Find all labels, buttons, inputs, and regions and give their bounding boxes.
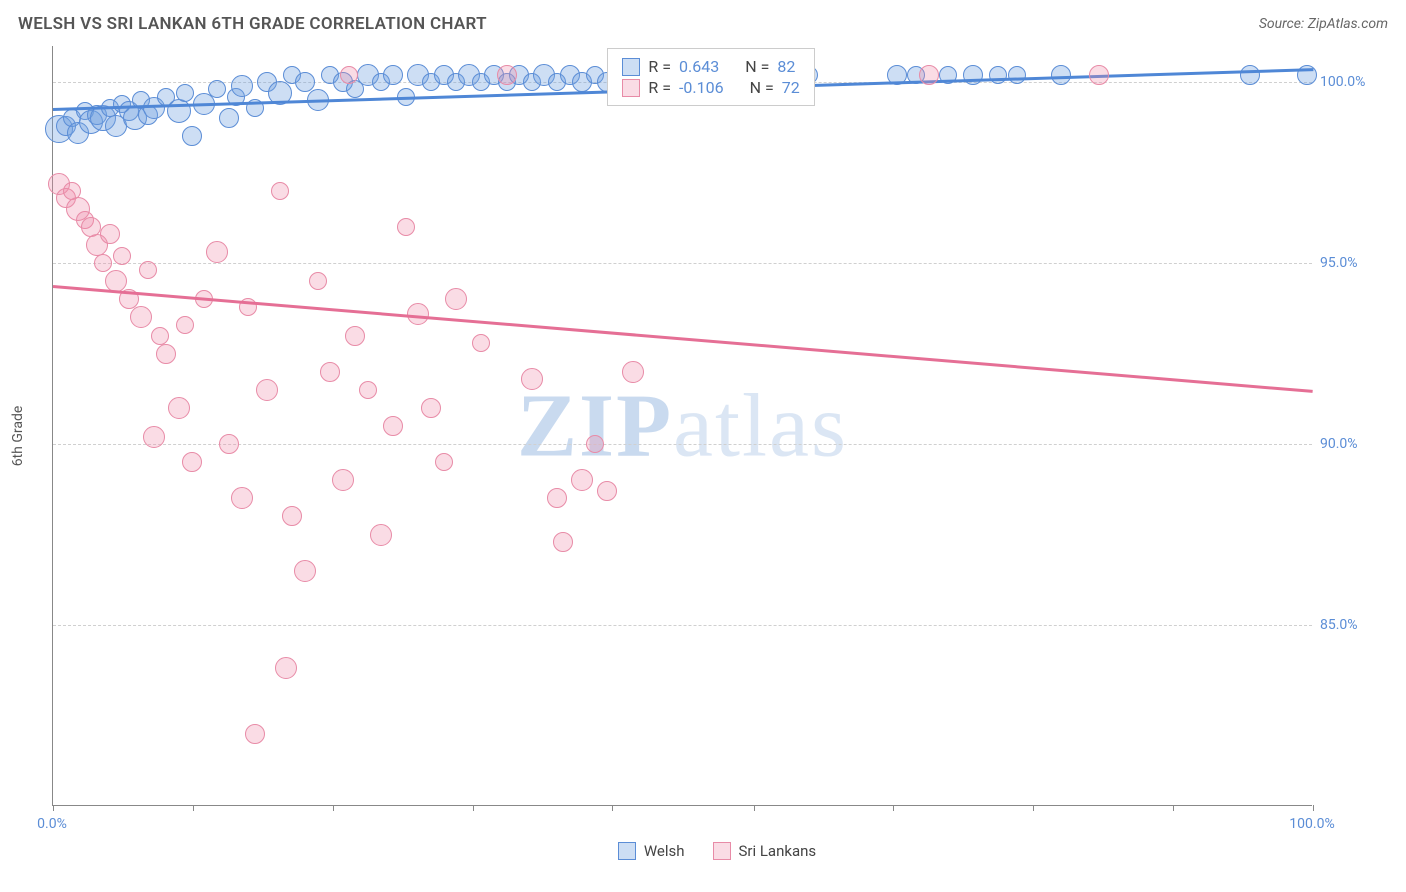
data-point xyxy=(320,362,340,382)
data-point xyxy=(100,224,120,244)
x-tick xyxy=(754,805,755,811)
data-point xyxy=(275,657,297,679)
data-point xyxy=(295,72,315,92)
data-point xyxy=(1089,65,1109,85)
x-tick xyxy=(612,805,613,811)
n-value: 82 xyxy=(777,57,795,76)
legend-item: Sri Lankans xyxy=(713,842,817,860)
data-point xyxy=(156,344,176,364)
r-value: 0.643 xyxy=(679,57,719,76)
data-point xyxy=(182,452,202,472)
data-point xyxy=(597,481,617,501)
data-point xyxy=(139,261,157,279)
data-point xyxy=(309,272,327,290)
x-tick xyxy=(1033,805,1034,811)
x-tick-label: 100.0% xyxy=(1289,816,1334,832)
source-label: Source: ZipAtlas.com xyxy=(1259,16,1388,32)
legend-item: Welsh xyxy=(618,842,685,860)
data-point xyxy=(332,469,354,491)
data-point xyxy=(383,65,403,85)
data-point xyxy=(94,254,112,272)
y-tick-label: 85.0% xyxy=(1320,617,1358,633)
gridline xyxy=(53,263,1312,264)
legend-swatch xyxy=(622,79,640,97)
data-point xyxy=(571,469,593,491)
data-point xyxy=(208,80,226,98)
x-tick xyxy=(1313,805,1314,811)
r-label: R = xyxy=(648,57,671,76)
legend-label: Welsh xyxy=(644,842,685,860)
legend-swatch xyxy=(618,842,636,860)
data-point xyxy=(219,108,239,128)
data-point xyxy=(219,434,239,454)
legend-swatch xyxy=(622,58,640,76)
x-tick xyxy=(193,805,194,811)
data-point xyxy=(1240,65,1260,85)
data-point xyxy=(340,66,358,84)
data-point xyxy=(547,488,567,508)
data-point xyxy=(176,84,194,102)
data-point xyxy=(397,218,415,236)
stats-row: R = -0.106 N = 72 xyxy=(622,78,799,97)
chart-title: WELSH VS SRI LANKAN 6TH GRADE CORRELATIO… xyxy=(18,14,487,34)
gridline xyxy=(53,444,1312,445)
x-tick xyxy=(1173,805,1174,811)
data-point xyxy=(435,453,453,471)
stats-legend: R =0.643N =82R =-0.106N =72 xyxy=(607,48,814,106)
data-point xyxy=(345,326,365,346)
x-tick xyxy=(53,805,54,811)
data-point xyxy=(294,560,316,582)
n-value: 72 xyxy=(782,78,800,97)
r-label: R = xyxy=(648,78,671,97)
data-point xyxy=(271,182,289,200)
data-point xyxy=(206,241,228,263)
data-point xyxy=(359,381,377,399)
data-point xyxy=(1008,66,1026,84)
data-point xyxy=(622,361,644,383)
n-label: N = xyxy=(750,78,774,97)
legend-label: Sri Lankans xyxy=(739,842,817,860)
data-point xyxy=(168,397,190,419)
data-point xyxy=(256,379,278,401)
trend-line xyxy=(53,285,1313,393)
data-point xyxy=(370,524,392,546)
data-point xyxy=(245,724,265,744)
data-point xyxy=(472,334,490,352)
x-tick xyxy=(333,805,334,811)
legend-swatch xyxy=(713,842,731,860)
n-label: N = xyxy=(745,57,769,76)
x-tick xyxy=(893,805,894,811)
stats-row: R = 0.643 N = 82 xyxy=(622,57,799,76)
data-point xyxy=(130,306,152,328)
data-point xyxy=(586,435,604,453)
data-point xyxy=(143,426,165,448)
data-point xyxy=(553,532,573,552)
y-tick-label: 100.0% xyxy=(1320,74,1365,90)
gridline xyxy=(53,625,1312,626)
watermark: ZIPatlas xyxy=(517,374,848,477)
data-point xyxy=(421,398,441,418)
data-point xyxy=(521,368,543,390)
data-point xyxy=(176,316,194,334)
data-point xyxy=(113,247,131,265)
r-value: -0.106 xyxy=(679,78,724,97)
data-point xyxy=(919,65,939,85)
data-point xyxy=(445,288,467,310)
data-point xyxy=(151,327,169,345)
chart-container: 6th Grade ZIPatlas R =0.643N =82R =-0.10… xyxy=(52,46,1382,826)
data-point xyxy=(231,487,253,509)
data-point xyxy=(282,506,302,526)
legend: Welsh Sri Lankans xyxy=(52,842,1382,864)
x-tick xyxy=(473,805,474,811)
plot-area: ZIPatlas R =0.643N =82R =-0.106N =72 xyxy=(52,46,1312,806)
x-tick-label: 0.0% xyxy=(37,816,67,832)
y-axis-title: 6th Grade xyxy=(10,406,26,467)
data-point xyxy=(231,75,253,97)
y-tick-label: 90.0% xyxy=(1320,436,1358,452)
data-point xyxy=(383,416,403,436)
data-point xyxy=(182,126,202,146)
data-point xyxy=(497,65,517,85)
y-tick-label: 95.0% xyxy=(1320,255,1358,271)
